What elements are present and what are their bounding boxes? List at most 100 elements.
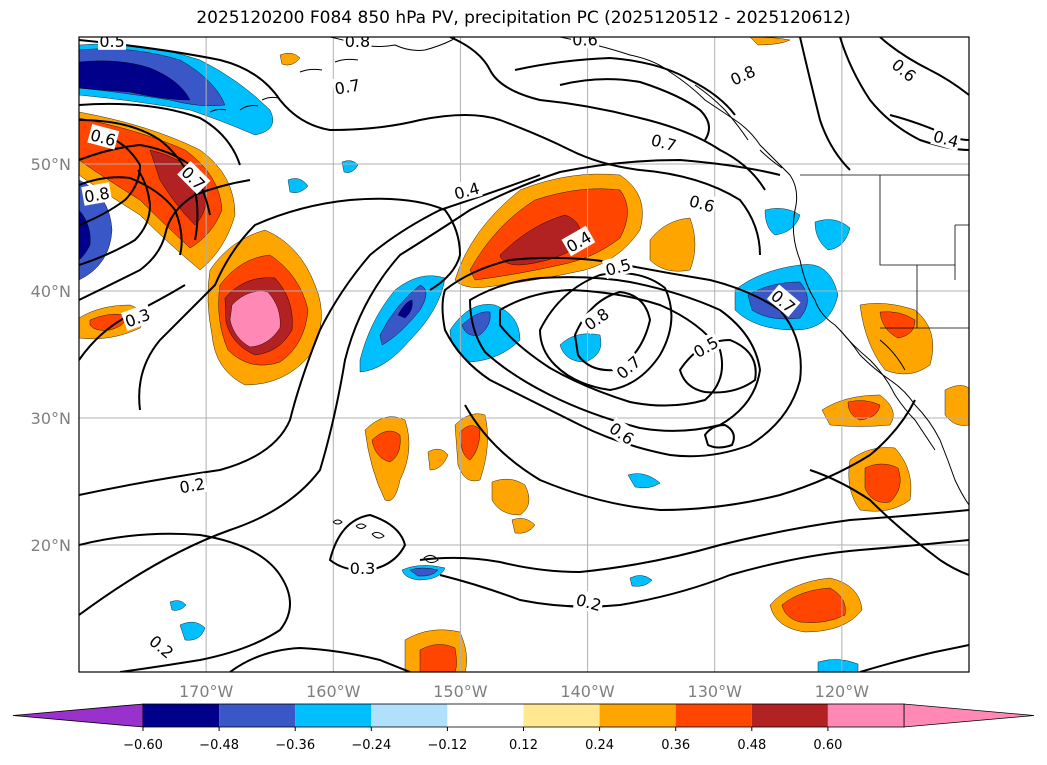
contour-label-background [579,302,614,335]
contour-label-background [450,177,483,203]
coastline-baja [839,329,936,451]
precip-fill-negative [461,311,491,336]
map-title: 2025120200 F084 850 hPa PV, precipitatio… [196,8,851,28]
contour-label-background [145,629,179,663]
pv-contour [79,39,761,256]
contour-label-background [572,588,605,615]
contour-label-background [688,331,723,362]
precip-fill-negative [627,473,661,489]
colorbar-tick-label: 0.24 [585,738,614,753]
longitude-labels: 170°W 160°W 150°W 140°W 130°W 120°W [179,682,869,701]
pv-contour [439,539,969,608]
pv-contour [79,532,291,672]
pv-contour [464,399,916,512]
pv-contour [538,272,673,392]
contour-label: 0.2 [178,474,206,497]
map-gridlines [79,37,969,672]
precip-fill-positive [427,448,449,471]
coastline-aleutians [209,58,359,113]
contour-label-group: 0.8 [343,32,372,51]
precip-fill-positive [879,311,916,339]
contour-label-background [611,350,645,384]
precip-fill-negative [287,178,309,193]
pv-contour [79,179,251,301]
pv-contours [79,37,969,672]
pv-contour [79,102,241,166]
precip-fill-positive [847,400,881,421]
colorbar-extend-low [12,703,144,728]
longitude-tick-label: 130°W [688,682,743,701]
political-borders [800,174,969,329]
precip-fill-negative [764,208,801,236]
pv-contour [703,423,735,449]
pv-contour [799,37,851,171]
contour-label-group: 0.6 [686,190,719,216]
pv-contour [79,158,781,616]
precip-fill-negative [409,567,439,577]
plot-area: 0.5 0.80.70.60.8 0.60.7 0.40.60.70.8 0.40.60… [79,32,969,672]
colorbar-segment [371,704,448,727]
colorbar-tick-label: −0.12 [427,738,467,753]
longitude-tick-label: 120°W [815,682,870,701]
coastline-north-america [559,37,969,506]
contour-label-background [887,53,922,86]
precip-fill-negative [179,621,206,641]
contour-label-background [177,160,211,195]
precip-fill-positive [491,478,530,516]
pv-contour [449,37,766,191]
latitude-tick-label: 50°N [31,155,71,174]
precip-fill-negative [629,575,653,587]
colorbar-segment [751,704,828,727]
colorbar-segment [523,704,600,727]
coastline-hawaii [332,519,439,564]
precip-fill-positive [944,385,969,426]
pv-contour [468,276,762,432]
pv-contour [79,174,541,496]
latitude-labels: 50°N 40°N 30°N 20°N [31,155,71,555]
contour-label-group: 0.6 [571,37,600,50]
coastlines [209,37,969,564]
contour-label-background [348,557,377,577]
contour-label-background [930,125,963,151]
pv-contour [138,197,462,411]
latitude-tick-label: 20°N [31,536,71,555]
contour-label-background [605,417,640,449]
latitude-tick-label: 40°N [31,282,71,301]
colorbar-tick-label: 0.36 [661,738,690,753]
precip-fill-negative [559,333,602,363]
contour-label-group: 0.7 [648,129,680,155]
colorbar-segment [447,704,524,727]
longitude-tick-label: 140°W [560,682,615,701]
colorbar: −0.60 −0.48 −0.36 −0.24 −0.12 0.12 0.24 0.36 0.4… [12,703,1035,753]
contour-label-background [725,60,760,90]
longitude-tick-label: 160°W [306,682,361,701]
contour-label: 0.5 [99,32,124,51]
colorbar-segment [827,704,904,727]
contour-label: 0.7 [333,75,361,98]
contour-label-group: 0.2 [176,473,208,497]
colorbar-segment [675,704,752,727]
contour-label-background [87,124,120,150]
contour-label-background [648,129,680,155]
pv-contour [573,290,652,372]
precip-fill-negative [169,600,187,611]
contour-label-background [561,225,596,257]
contour-label-background [120,303,154,331]
precip-fill-negative [79,209,91,261]
contour-label-background [331,74,363,98]
contour-label-group: 0.8 [81,182,113,207]
pv-contour [859,644,969,672]
pv-contour [879,37,969,96]
border-state-lines [879,175,969,328]
contour-label: 0.8 [345,32,370,51]
colorbar-extend-high [903,703,1035,728]
precip-fill-negative [817,659,859,672]
colorbar-tick-label: −0.48 [199,738,239,753]
contour-label: 0.8 [83,183,111,206]
pv-contour [499,288,724,407]
contour-label-group: 0.6 [87,124,120,150]
latitude-tick-label: 30°N [31,409,71,428]
colorbar-tick-label: 0.48 [737,738,766,753]
colorbar-segment [219,704,296,727]
